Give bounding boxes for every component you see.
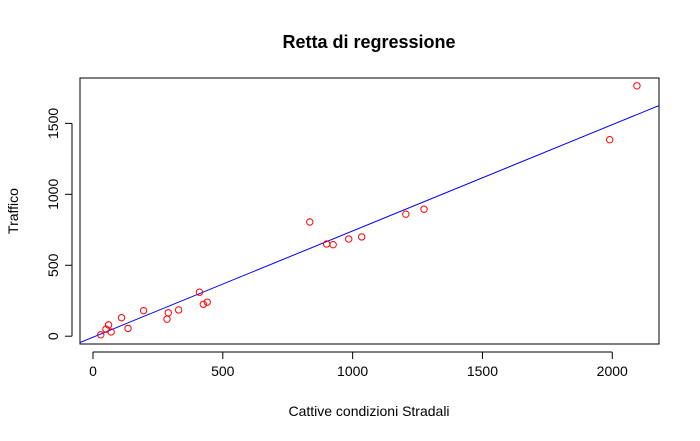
chart-title: Retta di regressione: [282, 32, 455, 52]
x-tick-label: 1500: [467, 363, 498, 379]
data-point: [139, 306, 148, 315]
data-point: [97, 331, 105, 339]
x-tick-label: 500: [211, 363, 235, 379]
data-point: [104, 321, 113, 329]
data-point: [605, 136, 614, 144]
data-point: [358, 233, 366, 241]
data-point: [420, 205, 428, 213]
plot-frame: [79, 77, 660, 345]
data-point: [345, 235, 353, 243]
y-tick-label: 0: [45, 332, 61, 340]
data-point: [174, 306, 183, 314]
y-tick-label: 1500: [45, 108, 61, 139]
y-axis-label: Traffico: [5, 188, 21, 234]
data-point: [107, 328, 115, 336]
regression-line: [80, 105, 659, 343]
data-point: [163, 315, 171, 323]
regression-layer: [80, 105, 659, 343]
y-tick-label: 1000: [45, 179, 61, 210]
x-axis: 0 500 1000 1500 2000: [89, 351, 628, 379]
data-point: [329, 240, 337, 249]
data-point: [203, 298, 211, 306]
x-tick-label: 1000: [337, 363, 368, 379]
data-point: [124, 324, 132, 333]
x-axis-label: Cattive condizioni Stradali: [288, 403, 449, 419]
x-tick-label: 2000: [597, 363, 628, 379]
points-layer: [97, 82, 641, 339]
data-point: [117, 314, 126, 322]
data-point: [306, 218, 314, 226]
data-point: [164, 309, 172, 317]
x-tick-label: 0: [89, 363, 97, 379]
data-point: [199, 300, 208, 308]
data-point: [195, 288, 204, 296]
y-axis: 0 500 1000 1500: [45, 108, 73, 340]
y-tick-label: 500: [45, 253, 61, 277]
data-point: [402, 210, 410, 218]
data-point: [633, 82, 641, 90]
